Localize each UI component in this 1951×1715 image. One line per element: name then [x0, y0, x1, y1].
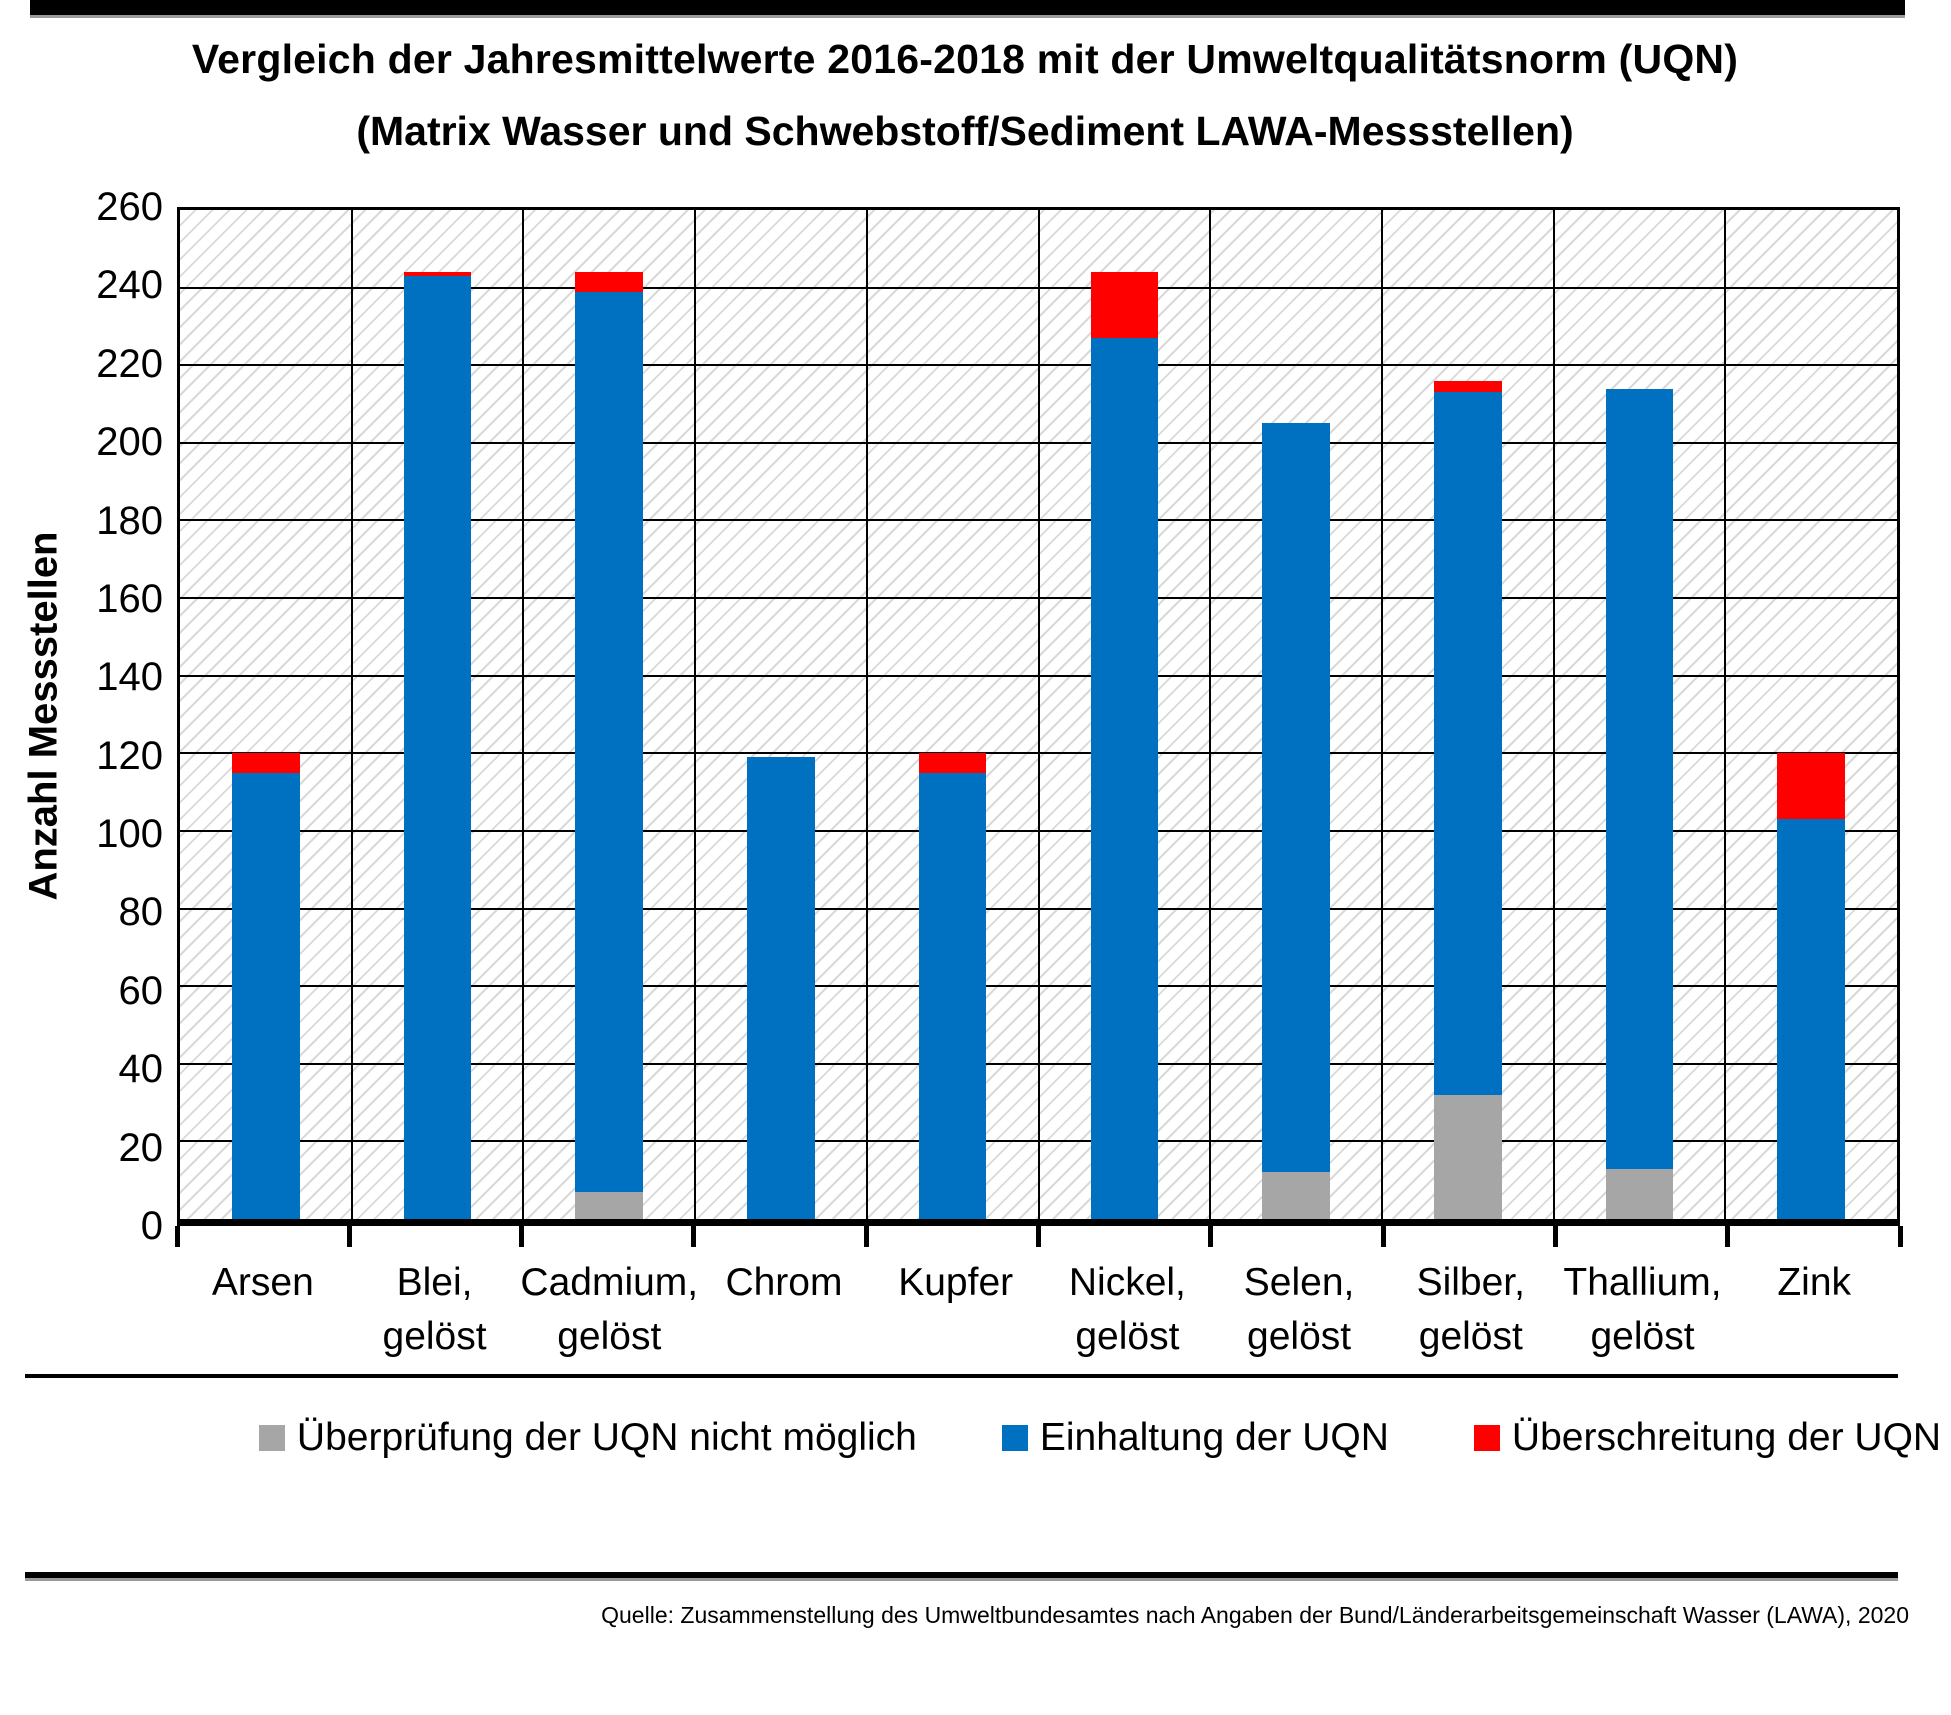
x-category-label: Kupfer — [898, 1261, 1014, 1304]
chart-title: Vergleich der Jahresmittelwerte 2016-201… — [191, 36, 1739, 82]
bar-segment-compliant — [918, 772, 987, 1219]
bar-segment-exceeded — [1433, 380, 1502, 393]
x-axis-tick-mark — [346, 1226, 352, 1247]
y-tick-label: 140 — [96, 655, 163, 700]
y-tick-label: 180 — [96, 498, 163, 543]
x-axis-tick-mark — [1725, 1226, 1731, 1247]
separator-rule — [25, 1374, 1898, 1378]
x-axis-tick-mark — [863, 1226, 869, 1247]
bar-segment-not-verifiable — [1605, 1168, 1674, 1219]
x-category-label: Silber, gelöst — [1416, 1261, 1525, 1358]
bar-segment-not-verifiable — [1433, 1094, 1502, 1219]
y-tick-label: 100 — [96, 812, 163, 857]
x-axis-tick-mark — [1897, 1226, 1903, 1247]
gridline-vertical — [865, 210, 868, 1219]
x-category-label: Arsen — [211, 1261, 314, 1304]
y-tick-label: 240 — [96, 263, 163, 308]
x-category-label: Selen, gelöst — [1243, 1261, 1355, 1358]
gridline-vertical — [350, 210, 353, 1219]
x-axis-tick-mark — [691, 1226, 697, 1247]
bar-segment-exceeded — [1090, 272, 1159, 339]
legend: Überprüfung der UQN nicht möglich Einhalt… — [250, 1416, 1950, 1460]
bar-segment-exceeded — [575, 272, 644, 292]
gridline-vertical — [1037, 210, 1040, 1219]
bar-segment-compliant — [747, 757, 815, 1219]
x-axis-tick-mark — [1552, 1226, 1558, 1247]
bar-segment-compliant — [1433, 392, 1502, 1095]
y-tick-label: 80 — [118, 890, 164, 935]
y-tick-label: 260 — [96, 185, 163, 229]
x-category-label: Thallium, gelöst — [1563, 1261, 1722, 1358]
x-category-label: Nickel, gelöst — [1068, 1261, 1186, 1358]
legend-item: Überschreitung der UQN — [1473, 1416, 1942, 1460]
y-tick-label: 160 — [96, 576, 163, 621]
legend-label: Überschreitung der UQN — [1511, 1416, 1942, 1459]
x-category-label: Blei, gelöst — [382, 1261, 487, 1358]
source-text: Quelle: Zusammenstellung des Umweltbunde… — [601, 1602, 1909, 1628]
bar-segment-not-verifiable — [575, 1191, 644, 1219]
x-axis-category-labels: Arsen Blei, gelöst Cadmium, gelöst Chrom Kup… — [177, 1256, 1900, 1364]
y-tick-label: 20 — [118, 1125, 164, 1170]
bar-segment-exceeded — [232, 753, 300, 773]
y-axis-tick-labels: 0 20 40 60 80 100 120 140 160 180 200 220 240 260 — [0, 0, 163, 1300]
bar-segment-compliant — [403, 275, 472, 1219]
plot-area — [177, 207, 1900, 1226]
bar-segment-exceeded — [403, 272, 472, 276]
bar-segment-compliant — [1605, 388, 1674, 1169]
legend-label: Einhaltung der UQN — [1039, 1416, 1389, 1459]
legend-label: Überprüfung der UQN nicht möglich — [296, 1416, 917, 1459]
gridline-vertical — [1552, 210, 1555, 1219]
y-tick-label: 200 — [96, 420, 163, 465]
x-axis-tick-mark — [174, 1226, 180, 1247]
gridline-vertical — [1209, 210, 1212, 1219]
y-tick-label: 60 — [118, 968, 164, 1013]
bar-segment-compliant — [1777, 819, 1845, 1219]
y-tick-label: 120 — [96, 733, 163, 778]
legend-swatch-icon — [1001, 1425, 1028, 1451]
x-axis-tick-mark — [1208, 1226, 1214, 1247]
gridline-vertical — [694, 210, 697, 1219]
x-axis-tick-mark — [1380, 1226, 1386, 1247]
bar-segment-not-verifiable — [1262, 1172, 1330, 1219]
bar-segment-compliant — [232, 772, 300, 1219]
chart-subtitle: (Matrix Wasser und Schwebstoff/Sediment … — [356, 108, 1574, 154]
bar-segment-compliant — [1262, 423, 1330, 1173]
gridline-vertical — [1724, 210, 1727, 1219]
gridline-vertical — [522, 210, 525, 1219]
y-tick-label: 220 — [96, 341, 163, 386]
bar-segment-exceeded — [1777, 753, 1845, 820]
bar-segment-compliant — [1090, 338, 1159, 1219]
top-rule-bar — [30, 0, 1905, 18]
x-category-label: Cadmium, gelöst — [520, 1261, 699, 1358]
x-axis-tick-mark — [519, 1226, 525, 1247]
y-tick-label: 40 — [118, 1047, 164, 1092]
bar-segment-exceeded — [918, 753, 987, 773]
gridline-vertical — [1380, 210, 1383, 1219]
x-category-label: Chrom — [725, 1261, 843, 1304]
x-category-label: Zink — [1777, 1261, 1852, 1304]
bottom-rule-bar — [25, 1572, 1898, 1581]
legend-swatch-icon — [258, 1425, 285, 1451]
legend-swatch-icon — [1473, 1425, 1500, 1451]
x-axis-tick-mark — [1036, 1226, 1041, 1247]
legend-item: Einhaltung der UQN — [1001, 1416, 1389, 1460]
y-tick-label: 0 — [140, 1204, 163, 1248]
legend-item: Überprüfung der UQN nicht möglich — [258, 1416, 917, 1460]
bar-segment-compliant — [575, 291, 644, 1192]
